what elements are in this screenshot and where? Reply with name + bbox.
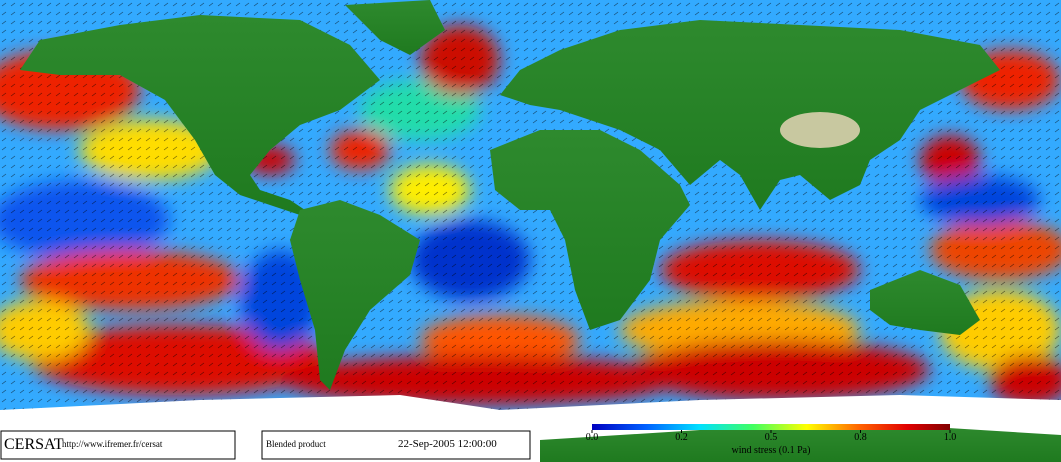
tibet-plateau bbox=[780, 112, 860, 148]
colorbar-ticks: 0.0 0.2 0.5 0.8 1.0 bbox=[586, 430, 957, 443]
date: 22-Sep-2005 12:00:00 bbox=[398, 438, 497, 450]
colorbar-tick-label: 1.0 bbox=[944, 432, 957, 443]
colorbar-tick-label: 0.2 bbox=[675, 432, 688, 443]
logo: CERSAT bbox=[4, 436, 64, 453]
south-america bbox=[290, 200, 420, 390]
australia bbox=[870, 270, 980, 335]
antarctica-relief bbox=[540, 425, 1061, 462]
greenland bbox=[345, 0, 445, 55]
colorbar-label: wind stress (0.1 Pa) bbox=[732, 445, 811, 456]
info-box bbox=[261, 430, 531, 460]
logo-box bbox=[0, 430, 236, 460]
north-america bbox=[20, 15, 380, 215]
africa bbox=[490, 130, 690, 330]
product: Blended product bbox=[266, 439, 326, 449]
footer: CERSAT http://www.ifremer.fr/cersat Blen… bbox=[0, 424, 957, 460]
colorbar-tick-label: 0.8 bbox=[854, 432, 867, 443]
colorbar bbox=[592, 424, 950, 430]
eurasia bbox=[500, 20, 1000, 210]
url: http://www.ifremer.fr/cersat bbox=[62, 439, 163, 449]
colorbar-tick-label: 0.5 bbox=[765, 432, 778, 443]
colorbar-tick-label: 0.0 bbox=[586, 432, 599, 443]
